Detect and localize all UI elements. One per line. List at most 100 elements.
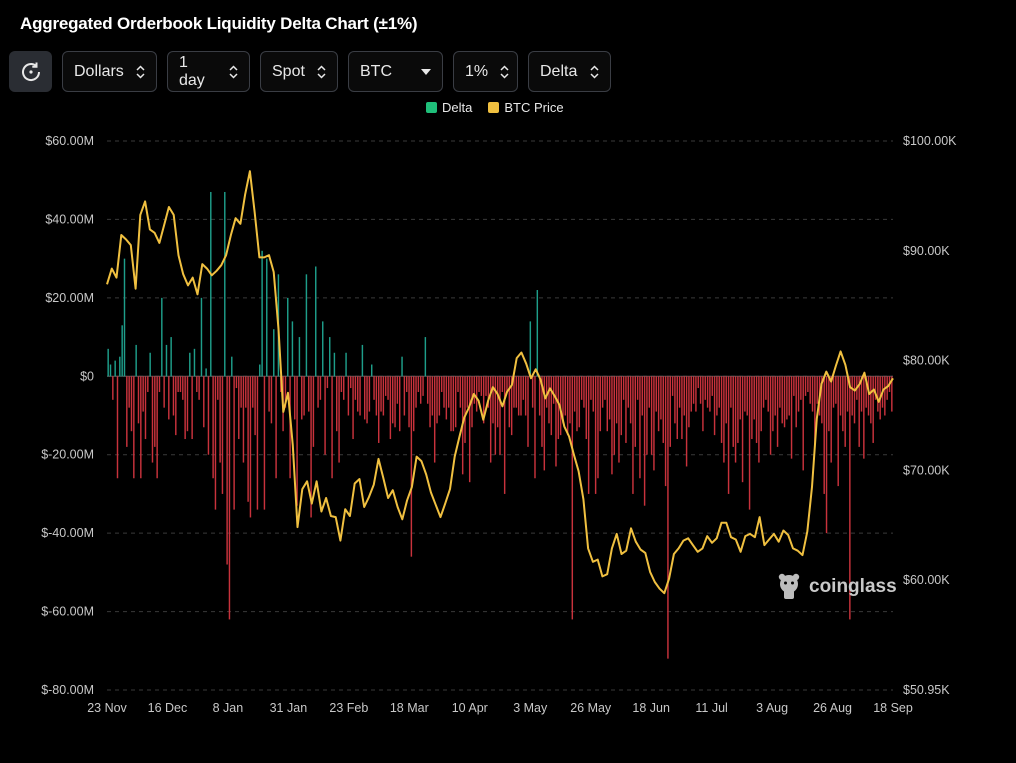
delta-bar[interactable]	[240, 376, 242, 408]
delta-bar[interactable]	[161, 297, 163, 377]
delta-bar[interactable]	[774, 376, 776, 416]
legend-item-btc-price[interactable]: BTC Price	[488, 100, 564, 115]
delta-bar[interactable]	[438, 376, 441, 416]
delta-bar[interactable]	[697, 376, 699, 389]
delta-bar[interactable]	[625, 376, 627, 443]
delta-bar[interactable]	[459, 376, 462, 408]
delta-bar[interactable]	[685, 376, 688, 467]
delta-bar[interactable]	[657, 376, 660, 432]
delta-bar[interactable]	[482, 376, 485, 424]
delta-bar[interactable]	[522, 376, 525, 400]
delta-bar[interactable]	[678, 376, 681, 408]
delta-bar[interactable]	[364, 376, 366, 420]
delta-bar[interactable]	[557, 376, 560, 440]
delta-bar[interactable]	[578, 376, 581, 428]
delta-bar[interactable]	[592, 376, 595, 412]
delta-bar[interactable]	[641, 376, 643, 416]
delta-bar[interactable]	[536, 290, 539, 377]
delta-bar[interactable]	[310, 376, 312, 518]
delta-bar[interactable]	[247, 376, 249, 502]
delta-bar[interactable]	[744, 376, 746, 412]
delta-bar[interactable]	[357, 376, 359, 412]
delta-bar[interactable]	[179, 376, 182, 392]
delta-bar[interactable]	[415, 376, 417, 408]
delta-bar[interactable]	[219, 376, 221, 463]
delta-bar[interactable]	[653, 376, 655, 471]
delta-bar[interactable]	[529, 321, 532, 377]
delta-bar[interactable]	[702, 376, 704, 432]
delta-bar[interactable]	[261, 250, 263, 377]
delta-bar[interactable]	[135, 344, 137, 377]
delta-bar[interactable]	[727, 376, 730, 494]
delta-bar[interactable]	[797, 376, 800, 412]
delta-bar[interactable]	[126, 376, 128, 447]
delta-bar[interactable]	[835, 376, 837, 404]
delta-bar[interactable]	[107, 348, 109, 377]
delta-bar[interactable]	[114, 360, 116, 377]
delta-bar[interactable]	[846, 376, 849, 412]
delta-bar[interactable]	[405, 376, 408, 392]
delta-bar[interactable]	[849, 376, 851, 620]
delta-bar[interactable]	[485, 376, 487, 396]
delta-bar[interactable]	[457, 376, 459, 392]
delta-bar[interactable]	[431, 376, 434, 416]
delta-bar[interactable]	[487, 376, 490, 408]
delta-bar[interactable]	[235, 376, 238, 389]
delta-bar[interactable]	[468, 376, 471, 483]
delta-bar[interactable]	[786, 376, 788, 420]
delta-bar[interactable]	[608, 376, 611, 420]
delta-bar[interactable]	[636, 376, 639, 400]
delta-bar[interactable]	[123, 258, 126, 377]
refresh-button[interactable]	[9, 51, 52, 92]
delta-bar[interactable]	[648, 376, 650, 408]
delta-bar[interactable]	[233, 376, 235, 510]
delta-bar[interactable]	[520, 376, 522, 416]
legend-item-delta[interactable]: Delta	[426, 100, 472, 115]
delta-bar[interactable]	[538, 376, 541, 416]
delta-bar[interactable]	[478, 376, 480, 392]
delta-bar[interactable]	[324, 376, 326, 455]
coin-select[interactable]: BTC	[348, 51, 443, 92]
delta-bar[interactable]	[184, 376, 186, 440]
delta-bar[interactable]	[226, 376, 228, 565]
delta-bar[interactable]	[676, 376, 678, 440]
delta-bar[interactable]	[837, 376, 839, 487]
delta-bar[interactable]	[800, 376, 802, 400]
delta-bar[interactable]	[839, 376, 842, 416]
delta-bar[interactable]	[776, 376, 779, 447]
delta-bar[interactable]	[165, 344, 168, 377]
delta-bar[interactable]	[606, 376, 609, 432]
delta-bar[interactable]	[541, 376, 543, 447]
delta-bar[interactable]	[214, 376, 217, 510]
delta-bar[interactable]	[793, 376, 795, 396]
delta-bar[interactable]	[270, 376, 273, 424]
delta-bar[interactable]	[858, 376, 860, 447]
delta-bar[interactable]	[268, 376, 270, 412]
delta-bar[interactable]	[489, 376, 492, 463]
delta-bar[interactable]	[704, 376, 706, 400]
delta-bar[interactable]	[555, 376, 557, 467]
delta-bar[interactable]	[622, 376, 625, 400]
delta-bar[interactable]	[772, 376, 774, 432]
delta-bar[interactable]	[720, 376, 723, 443]
delta-bar[interactable]	[524, 376, 527, 416]
delta-bar[interactable]	[496, 376, 499, 428]
delta-bar[interactable]	[506, 376, 508, 392]
delta-bar[interactable]	[436, 376, 438, 424]
delta-bar[interactable]	[816, 376, 818, 404]
delta-bar[interactable]	[224, 191, 226, 377]
metric-select[interactable]: Delta	[528, 51, 611, 92]
delta-bar[interactable]	[872, 376, 874, 443]
delta-bar[interactable]	[371, 364, 373, 377]
delta-bar[interactable]	[419, 376, 422, 404]
delta-bar[interactable]	[811, 376, 814, 412]
delta-bar[interactable]	[412, 376, 415, 432]
delta-bar[interactable]	[809, 376, 811, 404]
delta-bar[interactable]	[830, 376, 832, 463]
delta-bar[interactable]	[391, 376, 394, 424]
delta-bar[interactable]	[718, 376, 720, 408]
delta-bar[interactable]	[711, 376, 713, 396]
delta-bar[interactable]	[545, 376, 548, 408]
unit-select[interactable]: Dollars	[62, 51, 157, 92]
delta-bar[interactable]	[732, 376, 734, 447]
